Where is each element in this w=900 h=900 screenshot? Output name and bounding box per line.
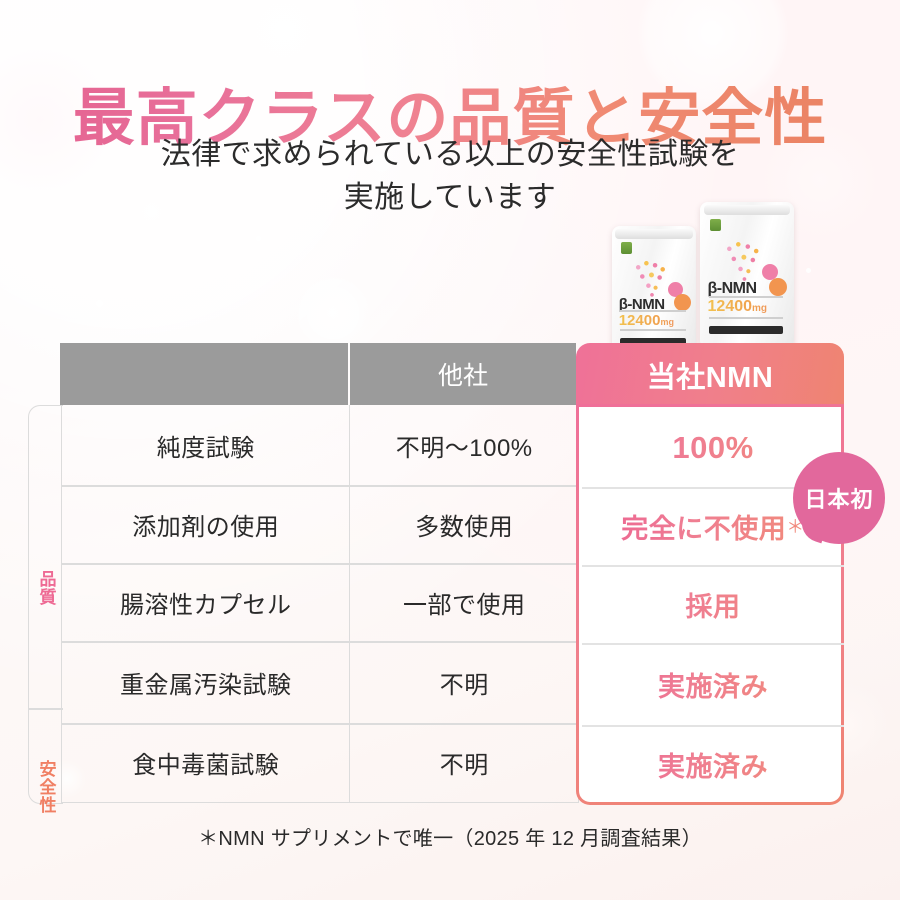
row-divider xyxy=(62,723,578,725)
row-divider xyxy=(62,563,578,565)
product-pouch-back: β-NMN 12400mg xyxy=(700,202,794,350)
table-header-blank xyxy=(60,343,348,405)
product-dose-label: 12400mg xyxy=(619,312,688,329)
row-divider xyxy=(582,643,844,645)
table-row: 重金属汚染試験 不明 xyxy=(62,641,578,723)
row-divider xyxy=(582,565,844,567)
product-dose-label: 12400mg xyxy=(708,298,785,316)
badge-label: 日本初 xyxy=(793,452,885,544)
cell-item: 重金属汚染試験 xyxy=(119,671,292,699)
group-label-quality: 品質 xyxy=(36,570,56,606)
sparkle-dot xyxy=(520,118,526,124)
cell-ours: 実施済み xyxy=(582,643,844,725)
divider-line xyxy=(620,310,686,312)
cell-ours-text: 完全に不使用 xyxy=(621,513,787,544)
table-header-ours: 当社NMN xyxy=(576,343,844,406)
row-divider xyxy=(62,485,578,487)
cell-other: 一部で使用 xyxy=(349,563,578,641)
pouch-seal xyxy=(703,205,791,215)
pouch-seal xyxy=(615,229,693,239)
cell-other: 不明 xyxy=(349,641,578,723)
ours-column-body: 100% 完全に不使用＊ 採用 実施済み 実施済み xyxy=(576,404,844,805)
row-divider xyxy=(62,641,578,643)
group-divider xyxy=(29,708,63,710)
heart-graphic xyxy=(716,231,774,288)
group-label-column: 品質 安全性 xyxy=(28,405,63,814)
brand-logo-icon xyxy=(710,219,721,231)
group-label-safety: 安全性 xyxy=(36,759,56,814)
table-row: 腸溶性カプセル 一部で使用 xyxy=(62,563,578,641)
cell-ours: 100% xyxy=(582,409,844,487)
table-row: 添加剤の使用 多数使用 xyxy=(62,485,578,563)
row-divider xyxy=(582,487,844,489)
sparkle-dot xyxy=(256,236,261,241)
cell-item: 添加剤の使用 xyxy=(132,513,280,541)
pill-icon xyxy=(668,282,683,297)
row-divider xyxy=(582,725,844,727)
package-barcode xyxy=(620,338,686,346)
package-barcode xyxy=(709,326,783,334)
cell-other: 不明〜100% xyxy=(349,405,578,485)
page-subtitle-line: 実施しています xyxy=(343,180,557,214)
cell-other: 不明 xyxy=(349,723,578,802)
divider-line xyxy=(709,317,783,319)
footnote-text: ＊NMN サプリメントで唯一（2025 年 12 月調査結果） xyxy=(198,828,702,850)
divider-line xyxy=(620,329,686,331)
cell-item: 純度試験 xyxy=(156,434,255,462)
comparison-table: 他社 品質 安全性 純度試験 不明〜100% 添加剤の使用 多数使用 腸溶性カプ… xyxy=(28,343,872,814)
product-pouch-front: β-NMN 12400mg xyxy=(612,226,696,358)
cell-item: 食中毒菌試験 xyxy=(132,752,280,779)
table-row: 食中毒菌試験 不明 xyxy=(62,723,578,802)
cell-item: 腸溶性カプセル xyxy=(119,591,292,619)
pill-icon xyxy=(674,294,691,311)
product-image-group: β-NMN 12400mg β-NMN 12400mg xyxy=(604,198,800,366)
pill-icon xyxy=(762,264,778,280)
page-title: 最高クラスの品質と安全性 xyxy=(0,85,900,150)
page-subtitle-line: 法律で求められている以上の安全性試験を xyxy=(160,138,740,171)
table-header-other-company: 他社 xyxy=(350,343,576,405)
page-subtitle: 法律で求められている以上の安全性試験を 実施しています xyxy=(0,134,900,219)
pill-icon xyxy=(769,278,787,296)
sparkle-dot xyxy=(806,268,811,273)
divider-line xyxy=(709,296,783,298)
cell-other: 多数使用 xyxy=(349,485,578,563)
brand-logo-icon xyxy=(621,242,632,254)
sparkle-dot xyxy=(96,300,103,307)
japan-first-badge: 日本初 xyxy=(793,452,885,544)
bokeh-circle xyxy=(296,276,370,350)
bokeh-circle xyxy=(236,0,332,78)
cell-ours: 採用 xyxy=(582,565,844,643)
sparkle-dot xyxy=(166,88,170,92)
cell-ours: 実施済み xyxy=(582,725,844,804)
table-grid: 純度試験 不明〜100% 添加剤の使用 多数使用 腸溶性カプセル 一部で使用 重… xyxy=(61,405,579,803)
ours-column: 当社NMN 100% 完全に不使用＊ 採用 実施済み 実施済み xyxy=(576,343,844,805)
table-row: 純度試験 不明〜100% xyxy=(62,405,578,485)
product-brand-label: β-NMN xyxy=(707,280,758,297)
product-brand-label: β-NMN xyxy=(618,296,665,313)
